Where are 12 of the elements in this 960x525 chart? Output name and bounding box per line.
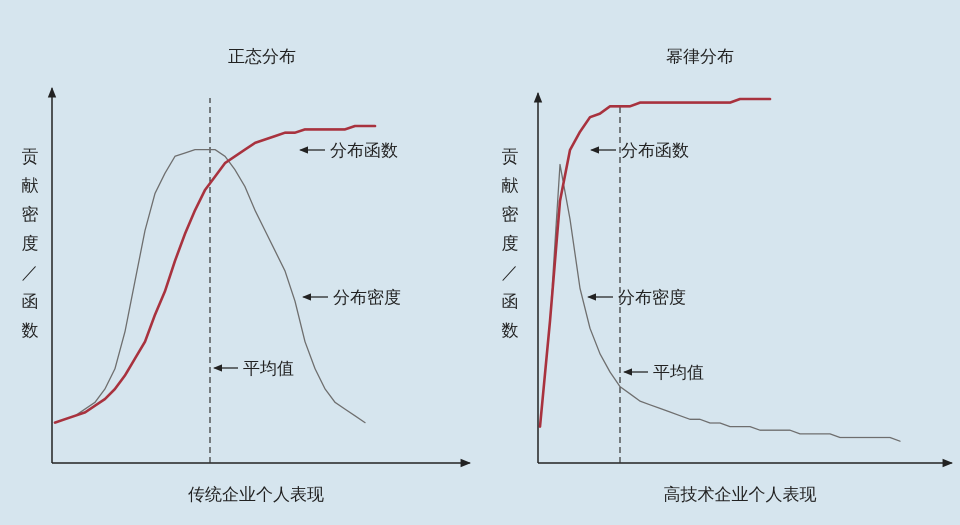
chart-title: 幂律分布	[666, 47, 734, 67]
x-axis-title: 高技术企业个人表现	[664, 485, 816, 505]
series-label: 分布密度	[618, 288, 686, 308]
x-axis-title: 传统企业个人表现	[188, 485, 324, 505]
y-axis-title: 贡献密度／函数	[22, 147, 38, 341]
text: 分布函数	[621, 141, 689, 161]
y-axis-title: 贡献密度／函数	[502, 147, 518, 341]
annotation: 平均值	[243, 359, 294, 379]
annotation: 平均值	[653, 363, 704, 383]
text: 分布密度	[333, 288, 401, 308]
series-label: 分布函数	[330, 141, 398, 161]
chart-title: 正态分布	[228, 47, 296, 67]
